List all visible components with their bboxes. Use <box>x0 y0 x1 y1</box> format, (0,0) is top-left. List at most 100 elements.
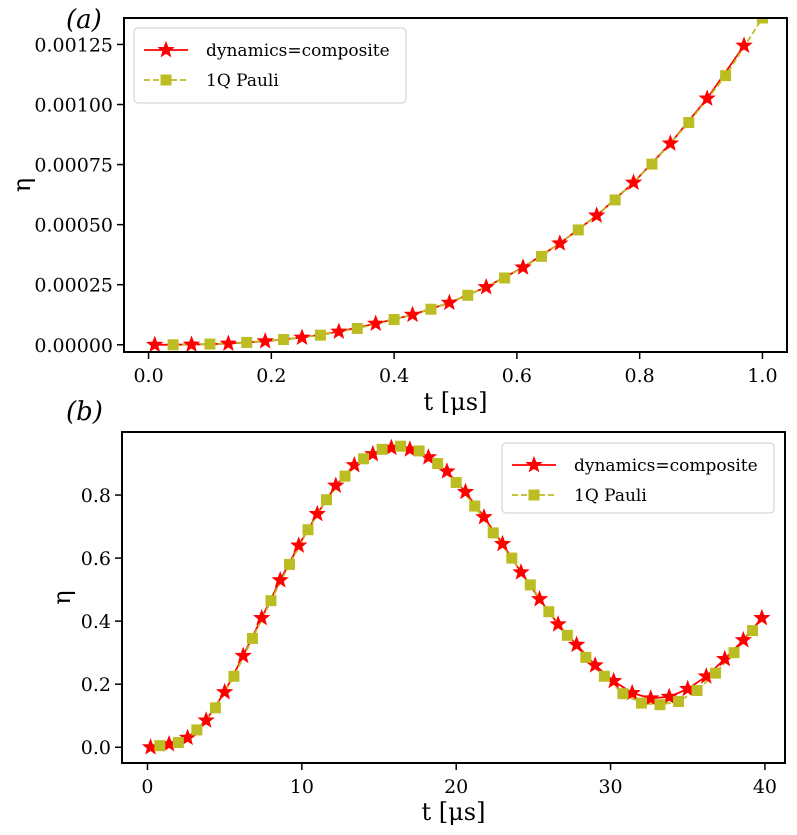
plot-area <box>146 18 768 352</box>
y-tick-label: 0.00075 <box>34 155 113 177</box>
pauli-data-point <box>654 699 666 711</box>
x-tick-label: 0.0 <box>133 365 163 387</box>
pauli-data-point <box>413 445 425 457</box>
pauli-data-point <box>635 697 647 709</box>
composite-data-point <box>440 293 459 311</box>
composite-data-point <box>271 571 289 588</box>
composite-data-point <box>293 328 311 345</box>
pauli-data-point <box>376 443 388 455</box>
pauli-data-point <box>154 740 166 752</box>
legend-marker <box>160 74 172 86</box>
composite-data-point <box>330 322 348 339</box>
composite-data-point <box>219 334 238 351</box>
pauli-data-point <box>561 629 573 641</box>
pauli-data-point <box>672 696 684 708</box>
pauli-data-point <box>691 684 703 696</box>
pauli-data-point <box>314 329 326 341</box>
legend-marker <box>525 455 543 473</box>
pauli-data-point <box>204 338 216 350</box>
composite-data-point <box>661 134 680 151</box>
composite-data-point <box>456 482 475 500</box>
y-tick-label: 0.00000 <box>34 335 113 357</box>
legend-entry-composite: dynamics=composite <box>574 456 758 476</box>
composite-data-point <box>753 608 771 626</box>
axes-frame <box>123 17 788 353</box>
composite-data-point <box>642 689 660 706</box>
pauli-data-point <box>172 737 184 749</box>
composite-data-point <box>735 36 753 54</box>
y-tick-label: 0.00025 <box>34 275 113 297</box>
composite-data-point <box>146 335 164 352</box>
pauli-data-point <box>683 117 695 129</box>
pauli-data-point <box>506 552 518 564</box>
pauli-data-point <box>209 702 221 714</box>
pauli-data-point <box>432 458 444 470</box>
composite-data-point <box>698 89 716 106</box>
composite-data-point <box>215 682 234 700</box>
composite-data-point <box>234 646 252 664</box>
x-tick-label: 10 <box>290 776 314 798</box>
pauli-data-point <box>388 314 400 326</box>
x-tick-label: 0.6 <box>502 365 532 387</box>
composite-data-point <box>512 563 530 580</box>
composite-data-point <box>493 534 512 552</box>
pauli-data-point <box>283 558 295 570</box>
composite-data-point <box>514 258 532 275</box>
legend-box <box>133 27 407 104</box>
x-tick-label: 20 <box>444 776 468 798</box>
pauli-data-point <box>425 303 437 315</box>
y-tick-label: 0.4 <box>81 611 111 633</box>
legend-entry-pauli: 1Q Pauli <box>206 71 279 91</box>
composite-data-point <box>308 504 326 522</box>
pauli-data-point <box>191 724 203 736</box>
x-axis-label: t [μs] <box>422 798 486 826</box>
pauli-data-point <box>241 336 253 348</box>
y-axis-label: η <box>8 178 36 192</box>
pauli-data-point <box>747 625 759 637</box>
x-tick-label: 40 <box>753 776 777 798</box>
pauli-data-point <box>469 500 481 512</box>
composite-data-point <box>403 305 422 323</box>
y-axis-label: η <box>48 590 76 604</box>
y-tick-label: 0.2 <box>81 674 111 696</box>
pauli-data-point <box>358 453 370 465</box>
composite-data-point <box>182 335 201 352</box>
composite-data-point <box>530 589 549 607</box>
pauli-data-point <box>302 524 314 536</box>
x-tick-label: 30 <box>598 776 622 798</box>
composite-data-point <box>734 630 753 648</box>
composite-data-point <box>567 635 586 653</box>
x-tick-label: 0.4 <box>379 365 409 387</box>
composite-data-point <box>197 711 215 728</box>
pauli-data-point <box>167 339 179 351</box>
panel-label: (a) <box>66 5 102 35</box>
pauli-data-point <box>339 470 351 482</box>
pauli-data-point <box>524 579 536 591</box>
pauli-data-point <box>756 18 768 24</box>
pauli-data-point <box>535 250 547 262</box>
pauli-data-point <box>728 647 740 659</box>
y-tick-label: 0.00125 <box>34 34 113 56</box>
pauli-data-point <box>598 670 610 682</box>
legend-marker <box>528 489 540 501</box>
pauli-data-point <box>543 606 555 618</box>
axes-frame <box>121 431 786 764</box>
pauli-data-point <box>720 70 732 82</box>
composite-data-point <box>253 608 271 626</box>
pauli-data-point <box>450 476 462 488</box>
x-tick-label: 0.8 <box>625 365 655 387</box>
legend-marker <box>157 40 175 58</box>
composite-data-point <box>475 507 493 525</box>
pauli-data-point <box>462 289 474 301</box>
pauli-data-point <box>246 632 258 644</box>
composite-data-point <box>624 173 643 190</box>
legend: dynamics=composite 1Q Pauli <box>501 442 775 514</box>
y-tick-label: 0.6 <box>81 548 111 570</box>
chart-panel-b: 0 10 20 30 40 0.0 0.2 0.4 0.6 0.8 t [μs] η (b) dynami… <box>48 397 786 826</box>
legend-entry-composite: dynamics=composite <box>206 41 390 61</box>
composite-data-point <box>367 314 385 332</box>
y-tick-label: 0.00100 <box>34 95 113 117</box>
composite-data-point <box>549 615 567 632</box>
legend-box <box>501 442 775 514</box>
